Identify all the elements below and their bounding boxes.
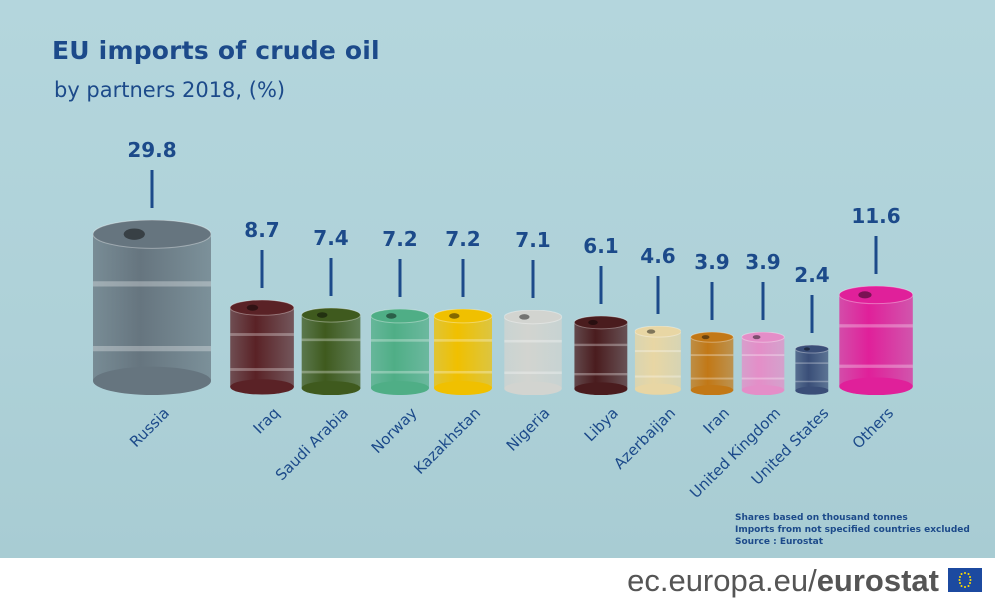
barrel-icon (741, 331, 785, 395)
barrel-icon (503, 309, 563, 395)
value-label: 7.1 (515, 227, 551, 252)
value-label: 3.9 (694, 249, 730, 274)
barrel-icon (433, 308, 493, 395)
barrel-icon (794, 344, 830, 395)
note-line: Imports from not specified countries exc… (735, 525, 970, 535)
value-leader-line (398, 258, 402, 297)
value-leader-line (599, 265, 603, 304)
value-label: 3.9 (745, 249, 781, 274)
barrel-icon (301, 307, 361, 395)
value-label: 6.1 (583, 233, 619, 258)
value-leader-line (656, 276, 660, 315)
barrel-icon (229, 299, 295, 395)
chart-subtitle: by partners 2018, (%) (54, 78, 286, 102)
value-label: 7.2 (382, 226, 418, 251)
value-leader-line (329, 257, 333, 296)
chart-title: EU imports of crude oil (52, 36, 380, 65)
value-label: 29.8 (127, 138, 177, 162)
value-leader-line (810, 295, 814, 334)
barrel-icon (573, 315, 629, 395)
brand-text: eurostat (816, 563, 939, 598)
barrel-icon (92, 219, 212, 395)
value-leader-line (461, 258, 465, 297)
site-text: ec.europa.eu/ (627, 563, 817, 598)
eu-flag-icon (948, 568, 982, 592)
chart-notes: Shares based on thousand tonnes Imports … (735, 512, 970, 548)
barrel-icon (690, 331, 734, 395)
footer (0, 558, 995, 609)
value-leader-line (150, 170, 154, 208)
value-leader-line (710, 281, 714, 320)
value-leader-line (874, 235, 878, 274)
value-label: 7.4 (313, 225, 349, 250)
value-label: 11.6 (851, 203, 901, 228)
value-leader-line (761, 281, 765, 320)
value-leader-line (531, 259, 535, 298)
value-label: 8.7 (244, 218, 280, 243)
value-label: 2.4 (794, 263, 830, 288)
value-label: 7.2 (445, 226, 481, 251)
value-label: 4.6 (640, 244, 676, 269)
note-line: Source : Eurostat (735, 537, 824, 547)
value-leader-line (260, 250, 264, 289)
barrel-icon (370, 308, 430, 395)
eurostat-link[interactable]: ec.europa.eu/eurostat (627, 563, 939, 599)
barrel-icon (634, 325, 682, 395)
note-line: Shares based on thousand tonnes (735, 513, 908, 523)
barrel-icon (838, 285, 914, 395)
